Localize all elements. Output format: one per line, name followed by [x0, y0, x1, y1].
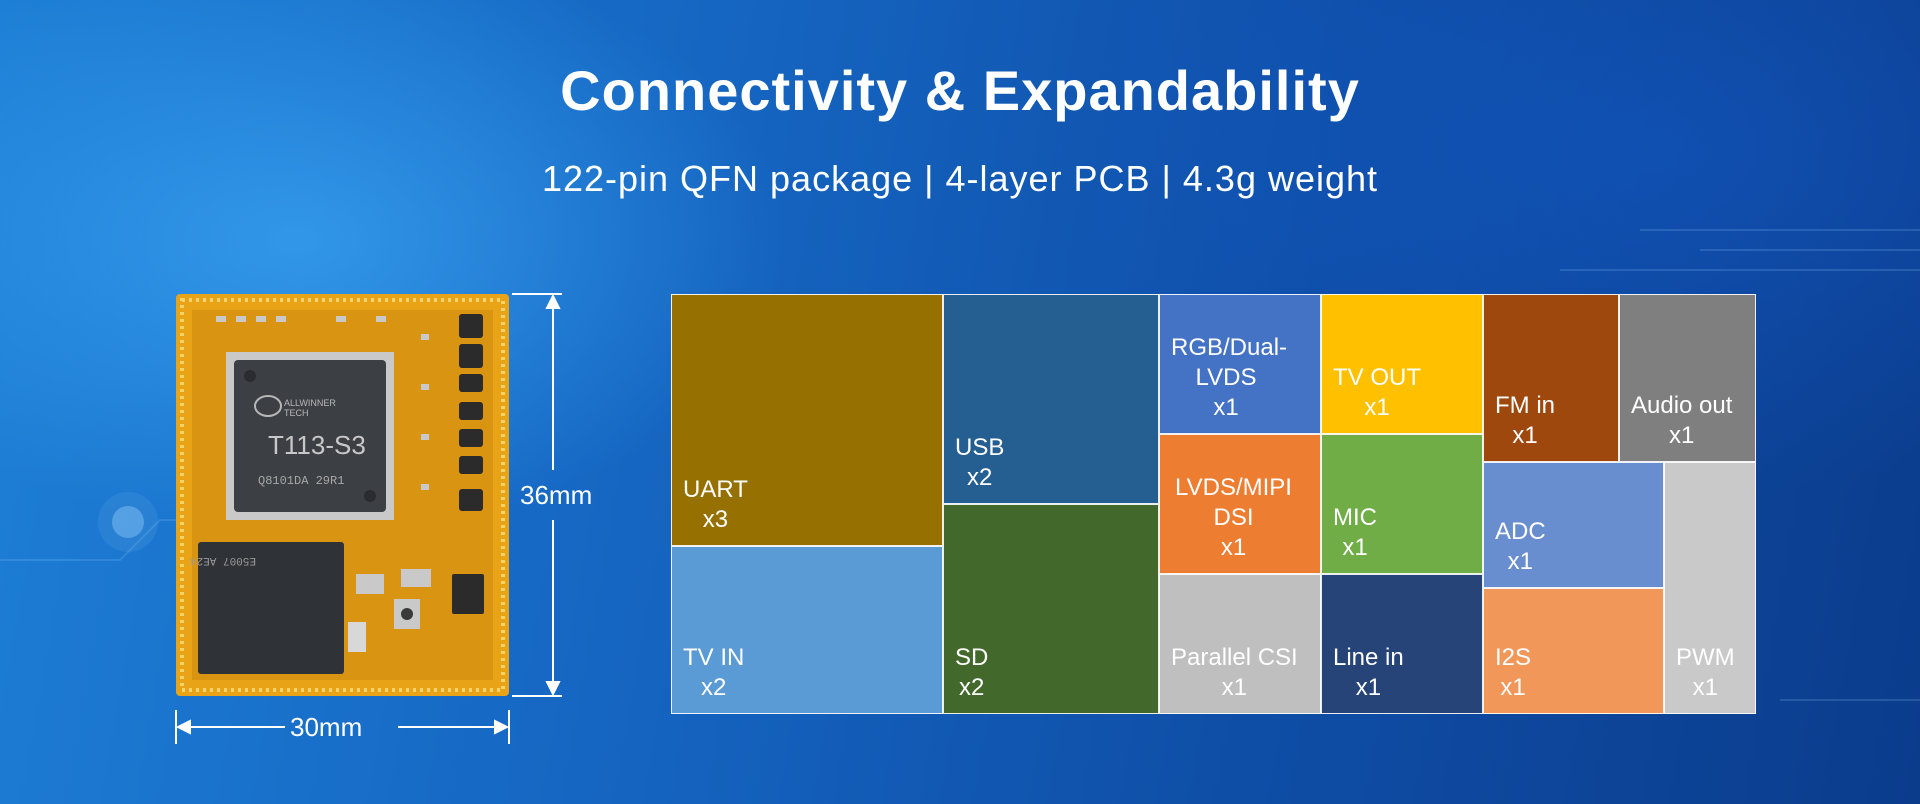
tile-fm-in-count: x1	[1512, 422, 1538, 449]
tile-adc-count: x1	[1507, 548, 1534, 575]
tile-usb-count: x2	[967, 464, 993, 491]
tile-pwm: PWM x1	[1664, 462, 1756, 714]
tile-mic-count: x1	[1342, 534, 1368, 561]
tile-tv-out-name: TV OUT	[1333, 364, 1421, 391]
tile-tv-in: TV IN x2	[671, 546, 943, 714]
page-title: Connectivity & Expandability	[560, 59, 1360, 122]
tile-audio-out-count: x1	[1669, 422, 1695, 449]
tile-audio-out: Audio out x1	[1619, 294, 1756, 462]
tile-i2s: I2S x1	[1483, 588, 1664, 714]
tile-fm-in-name: FM in	[1495, 392, 1555, 419]
tile-uart-count: x3	[702, 506, 729, 533]
tile-i2s-count: x1	[1500, 674, 1526, 701]
chip-code-text: Q8101DA 29R1	[258, 474, 344, 488]
tile-lvds-mipi-dsi-name: LVDS/MIPI DSI	[1175, 474, 1292, 531]
tile-line-in-name: Line in	[1333, 644, 1404, 671]
chip-model-text: T113-S3	[268, 430, 366, 460]
tile-sd-name: SD	[955, 644, 989, 671]
tile-mic: MIC x1	[1321, 434, 1483, 574]
tile-adc-name: ADC	[1495, 518, 1546, 545]
tile-audio-out-name: Audio out	[1631, 392, 1733, 419]
chip-brand-line1: ALLWINNER	[284, 398, 336, 408]
tile-rgb-dual-lvds-name: RGB/Dual-LVDS	[1171, 334, 1288, 391]
tile-usb: USB x2	[943, 294, 1159, 504]
tile-lvds-mipi-dsi-count: x1	[1220, 534, 1247, 561]
height-dimension-label: 36mm	[520, 480, 593, 510]
tile-line-in-count: x1	[1355, 674, 1382, 701]
tile-uart: UART x3	[671, 294, 943, 546]
interface-treemap: UART x3 TV IN x2 USB x2 SD x2 RGB/Dual-LVDS x…	[671, 294, 1756, 714]
tile-pwm-name: PWM	[1676, 644, 1735, 671]
chip-brand-line2: TECH	[284, 408, 309, 418]
tile-line-in: Line in x1	[1321, 574, 1483, 714]
tile-parallel-csi: Parallel CSI x1	[1159, 574, 1321, 714]
tile-adc: ADC x1	[1483, 462, 1664, 588]
tile-usb-name: USB	[955, 434, 1005, 461]
tile-tv-in-count: x2	[700, 674, 727, 701]
tile-parallel-csi-count: x1	[1221, 674, 1248, 701]
tile-sd: SD x2	[943, 504, 1159, 714]
tile-tv-out-count: x1	[1364, 394, 1390, 421]
tile-rgb-dual-lvds-count: x1	[1213, 394, 1239, 421]
tile-parallel-csi-name: Parallel CSI	[1171, 644, 1298, 671]
memory-code-text: E5007 AE24	[190, 554, 256, 566]
tile-mic-name: MIC	[1333, 504, 1377, 531]
tile-lvds-mipi-dsi: LVDS/MIPI DSI x1	[1159, 434, 1321, 574]
page-subtitle: 122-pin QFN package | 4-layer PCB | 4.3g…	[541, 158, 1379, 199]
width-dimension-label: 30mm	[290, 712, 363, 742]
tile-sd-count: x2	[958, 674, 985, 701]
tile-fm-in: FM in x1	[1483, 294, 1619, 462]
tile-uart-name: UART	[683, 476, 748, 503]
module-board-image: ALLWINNER TECH T113-S3 Q8101DA 29R1 E500…	[176, 294, 509, 696]
tile-rgb-dual-lvds: RGB/Dual-LVDS x1	[1159, 294, 1321, 434]
tile-tv-out: TV OUT x1	[1321, 294, 1483, 434]
tile-i2s-name: I2S	[1495, 644, 1532, 671]
tile-tv-in-name: TV IN	[683, 644, 745, 671]
tile-pwm-count: x1	[1692, 674, 1718, 701]
